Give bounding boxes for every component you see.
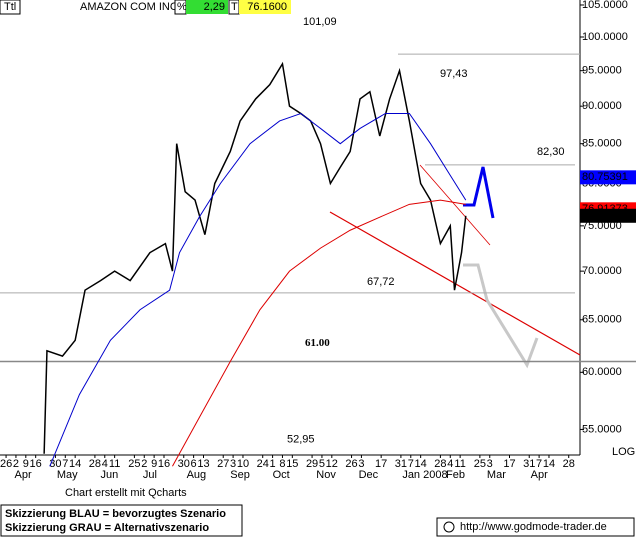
x-tick-label: 8	[279, 458, 285, 470]
symbol: AMAZON COM INC	[80, 1, 178, 13]
price-tag	[580, 208, 636, 223]
x-tick-label: 31	[395, 458, 407, 470]
x-tick-label: 11	[109, 458, 120, 470]
x-tick-label: 9	[23, 458, 29, 470]
x-tick-label: 14	[69, 458, 81, 470]
x-tick-label: 1	[270, 458, 276, 470]
y-tick-label: 85.0000	[582, 138, 622, 150]
series-line	[43, 61, 467, 454]
y-tick-label: 95.0000	[582, 65, 622, 77]
x-tick-label: 11	[454, 458, 465, 470]
x-tick-label: 28	[563, 458, 575, 470]
legend-text: Skizzierung GRAU = Alternativszenario	[5, 522, 209, 534]
month-label: Apr	[15, 469, 32, 481]
x-tick-label: 7	[62, 458, 68, 470]
y-tick-label: 65.0000	[582, 314, 622, 326]
x-tick-label: 24	[257, 458, 269, 470]
x-tick-label: 14	[543, 458, 555, 470]
change: 2,29	[204, 1, 225, 13]
x-tick-label: 17	[503, 458, 515, 470]
level-label: 61.00	[305, 337, 330, 349]
scenario-blue	[463, 166, 495, 219]
x-tick-label: 2	[13, 458, 19, 470]
x-tick-label: 15	[286, 458, 298, 470]
legend-box	[0, 504, 243, 537]
y-tick-label: 100.0000	[582, 31, 628, 43]
x-tick-label: 29	[306, 458, 318, 470]
x-tick-label: 4	[447, 458, 453, 470]
y-tick-label: 60.0000	[582, 366, 622, 378]
x-tick-label: 4	[102, 458, 108, 470]
credit: Chart erstellt mit Qcharts	[65, 487, 187, 499]
ttl-box	[0, 0, 21, 15]
x-tick-label: 13	[197, 458, 209, 470]
x-tick-label: 31	[523, 458, 535, 470]
x-tick-label: 26	[345, 458, 357, 470]
level-label: 67,72	[367, 276, 395, 288]
x-tick-label: 6	[191, 458, 197, 470]
pct-label: %	[177, 1, 187, 13]
x-tick-label: 16	[158, 458, 170, 470]
month-label: Jun	[101, 469, 119, 481]
change-box	[186, 0, 228, 14]
y-tick-label: 55.0000	[582, 423, 622, 435]
month-label: Sep	[230, 469, 250, 481]
x-tick-label: 9	[151, 458, 157, 470]
scenario-grey	[463, 263, 539, 369]
legend-text: Skizzierung BLAU = bevorzugtes Szenario	[5, 508, 226, 520]
month-label: Feb	[446, 469, 465, 481]
month-label: Apr	[531, 469, 548, 481]
url-box	[436, 517, 635, 537]
x-tick-label: 10	[237, 458, 249, 470]
last-box	[239, 0, 291, 14]
x-tick-label: 12	[326, 458, 338, 470]
x-tick-label: 5	[319, 458, 325, 470]
x-tick-label: 25	[128, 458, 140, 470]
level-label: 97,43	[440, 68, 468, 80]
last-label: T	[231, 1, 238, 13]
price-tag	[580, 170, 636, 185]
month-label: Jan 2008	[402, 469, 447, 481]
price-tag-label: 76.1600	[582, 210, 622, 222]
scale-label: LOG	[612, 446, 635, 458]
y-tick-label: 70.0000	[582, 265, 622, 277]
series-line	[172, 199, 466, 467]
y-tick-label: 105.0000	[582, 0, 628, 11]
month-label: Dec	[359, 469, 379, 481]
x-tick-label: 25	[474, 458, 486, 470]
trend-line	[419, 164, 491, 246]
month-label: May	[57, 469, 78, 481]
x-tick-label: 16	[30, 458, 42, 470]
x-tick-label: 3	[230, 458, 236, 470]
x-tick-label: 2	[141, 458, 147, 470]
price-tag-label: 80.75391	[582, 171, 628, 183]
last: 76.1600	[247, 1, 287, 13]
series-line	[49, 112, 467, 467]
url[interactable]: http://www.godmode-trader.de	[460, 521, 607, 533]
x-tick-label: 3	[358, 458, 364, 470]
month-label: Jul	[143, 469, 157, 481]
x-tick-label: 3	[487, 458, 493, 470]
x-tick-label: 28	[434, 458, 446, 470]
x-tick-label: 14	[415, 458, 427, 470]
month-label: Mar	[487, 469, 506, 481]
level-label: 52,95	[287, 433, 315, 445]
icon	[443, 521, 455, 533]
y-tick-label: 90.0000	[582, 100, 622, 112]
x-tick-label: 7	[536, 458, 542, 470]
x-tick-label: 27	[217, 458, 229, 470]
x-tick-label: 7	[408, 458, 414, 470]
x-tick-label: 17	[375, 458, 387, 470]
month-label: Aug	[187, 469, 207, 481]
ttl: Ttl	[4, 1, 16, 13]
level-label: 82,30	[537, 146, 565, 158]
level-label: 101,09	[303, 16, 337, 28]
x-tick-label: 30	[178, 458, 190, 470]
x-tick-label: 28	[89, 458, 101, 470]
x-tick-label: 26	[0, 458, 12, 470]
month-label: Oct	[273, 469, 290, 481]
month-label: Nov	[316, 469, 336, 481]
